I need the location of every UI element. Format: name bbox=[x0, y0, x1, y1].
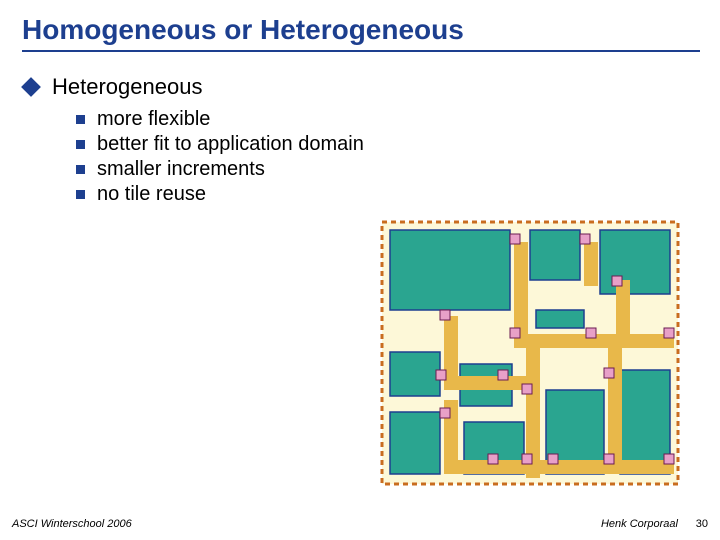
list-item: no tile reuse bbox=[76, 183, 720, 206]
chip-diagram bbox=[380, 220, 680, 486]
footer-left: ASCI Winterschool 2006 bbox=[12, 518, 132, 530]
square-bullet-icon bbox=[76, 140, 85, 149]
content-area: Heterogeneous more flexible better fit t… bbox=[0, 52, 720, 206]
section-label: Heterogeneous bbox=[52, 74, 202, 100]
section-header: Heterogeneous bbox=[22, 74, 720, 100]
page-title: Homogeneous or Heterogeneous bbox=[0, 0, 720, 50]
list-item: more flexible bbox=[76, 108, 720, 131]
footer-author: Henk Corporaal bbox=[601, 518, 678, 530]
square-bullet-icon bbox=[76, 115, 85, 124]
square-bullet-icon bbox=[76, 190, 85, 199]
bullet-text: smaller increments bbox=[97, 158, 265, 181]
bullet-text: more flexible bbox=[97, 108, 210, 131]
bullet-text: no tile reuse bbox=[97, 183, 206, 206]
bullet-list: more flexible better fit to application … bbox=[76, 108, 720, 206]
page-number: 30 bbox=[696, 518, 708, 530]
square-bullet-icon bbox=[76, 165, 85, 174]
bullet-text: better fit to application domain bbox=[97, 133, 364, 156]
list-item: smaller increments bbox=[76, 158, 720, 181]
list-item: better fit to application domain bbox=[76, 133, 720, 156]
diamond-bullet-icon bbox=[21, 77, 41, 97]
